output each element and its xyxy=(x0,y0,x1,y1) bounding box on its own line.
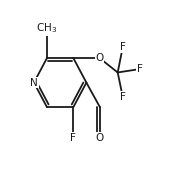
Text: CH$_3$: CH$_3$ xyxy=(36,22,58,35)
Text: F: F xyxy=(120,42,126,52)
Text: O: O xyxy=(96,53,104,63)
Text: F: F xyxy=(120,92,126,102)
Text: F: F xyxy=(70,133,76,143)
Text: N: N xyxy=(30,78,38,88)
Text: O: O xyxy=(96,133,104,143)
Text: F: F xyxy=(137,64,143,74)
